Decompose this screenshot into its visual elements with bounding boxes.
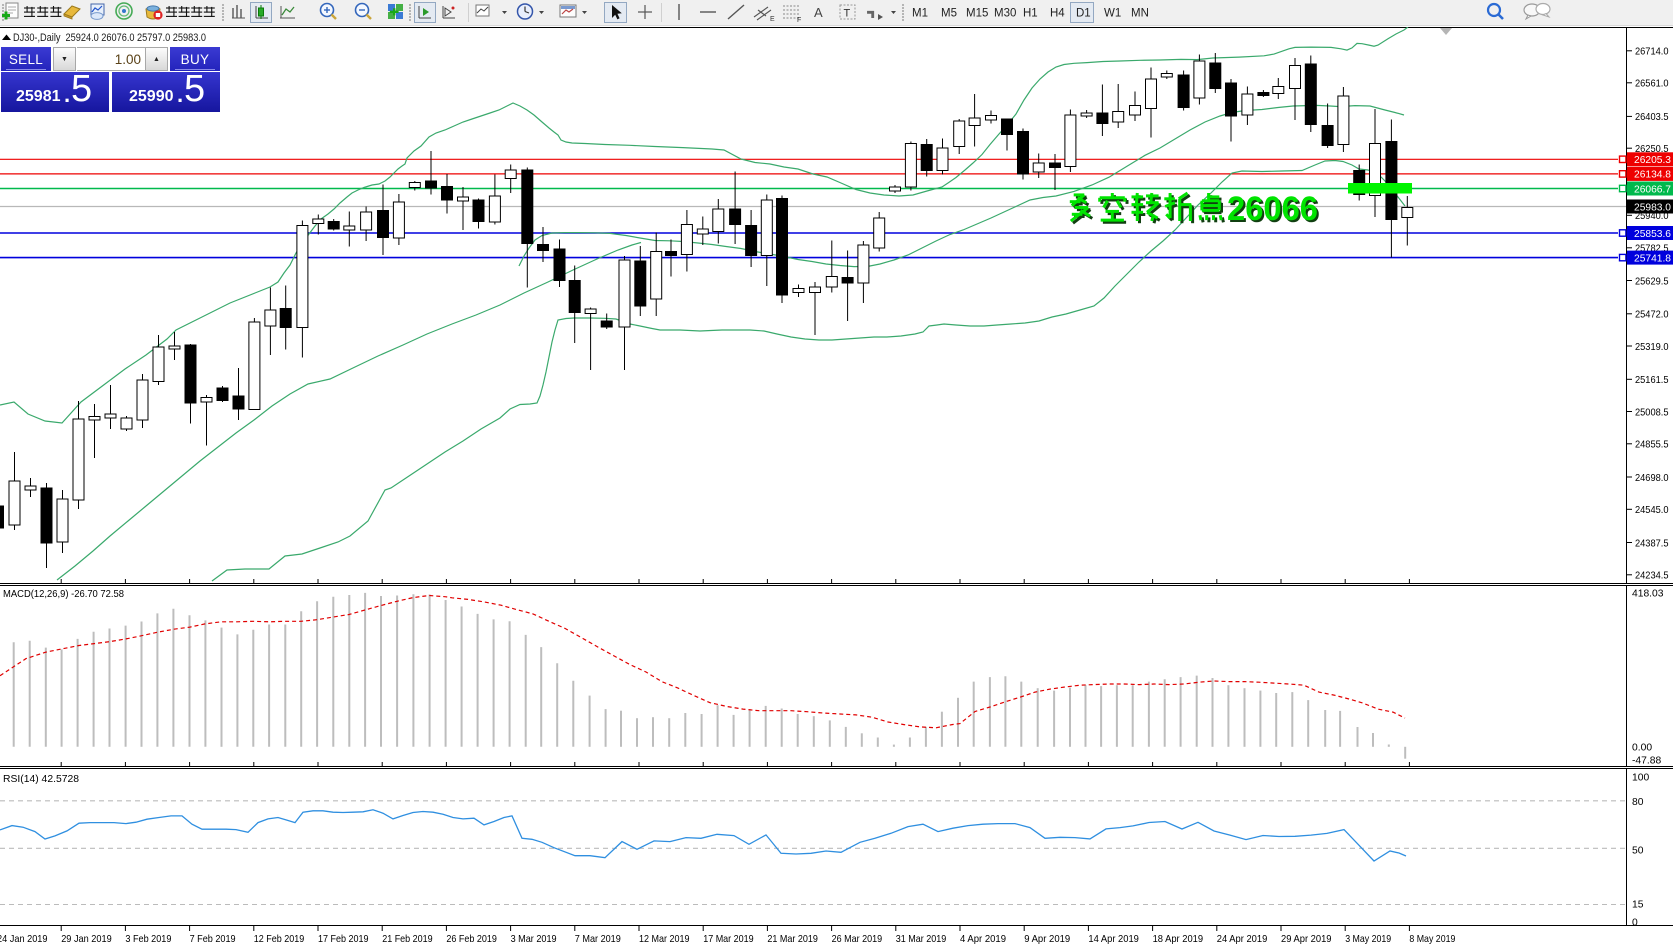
- svg-text:W1: W1: [1104, 8, 1121, 20]
- svg-text:17 Mar 2019: 17 Mar 2019: [703, 934, 754, 945]
- svg-text:8 May 2019: 8 May 2019: [1409, 934, 1455, 945]
- svg-text:14 Apr 2019: 14 Apr 2019: [1088, 934, 1139, 945]
- svg-text:25008.5: 25008.5: [1635, 407, 1669, 418]
- svg-text:25629.5: 25629.5: [1635, 276, 1669, 287]
- svg-text:0: 0: [1632, 918, 1638, 929]
- svg-text:M30: M30: [994, 8, 1016, 20]
- svg-text:26403.5: 26403.5: [1635, 112, 1669, 123]
- svg-text:26250.5: 26250.5: [1635, 144, 1669, 155]
- svg-text:80: 80: [1632, 797, 1644, 808]
- svg-text:21 Mar 2019: 21 Mar 2019: [767, 934, 818, 945]
- svg-text:25161.5: 25161.5: [1635, 375, 1669, 386]
- svg-text:3 Mar 2019: 3 Mar 2019: [511, 934, 557, 945]
- svg-text:H1: H1: [1023, 8, 1038, 20]
- svg-text:26066.7: 26066.7: [1634, 184, 1671, 195]
- svg-text:12 Feb 2019: 12 Feb 2019: [254, 934, 305, 945]
- svg-text:25782.5: 25782.5: [1635, 244, 1669, 255]
- svg-text:50: 50: [1632, 845, 1644, 856]
- svg-text:26561.0: 26561.0: [1635, 79, 1669, 90]
- svg-text:31 Mar 2019: 31 Mar 2019: [896, 934, 947, 945]
- svg-text:18 Apr 2019: 18 Apr 2019: [1153, 934, 1204, 945]
- svg-text:T: T: [844, 8, 851, 20]
- svg-text:M5: M5: [941, 8, 957, 20]
- svg-text:17 Feb 2019: 17 Feb 2019: [318, 934, 369, 945]
- svg-text:RSI(14) 42.5728: RSI(14) 42.5728: [3, 774, 79, 785]
- svg-text:25472.0: 25472.0: [1635, 310, 1669, 321]
- svg-text:M15: M15: [966, 8, 988, 20]
- svg-text:25983.0: 25983.0: [1634, 202, 1671, 213]
- svg-text:MACD(12,26,9) -26.70 72.58: MACD(12,26,9) -26.70 72.58: [3, 589, 124, 600]
- svg-text:E: E: [770, 16, 775, 23]
- svg-text:29 Apr 2019: 29 Apr 2019: [1281, 934, 1332, 945]
- svg-text:24545.0: 24545.0: [1635, 505, 1669, 516]
- svg-text:26 Mar 2019: 26 Mar 2019: [832, 934, 883, 945]
- svg-text:F: F: [797, 17, 801, 24]
- svg-text:24234.5: 24234.5: [1635, 571, 1669, 582]
- svg-text:21 Feb 2019: 21 Feb 2019: [382, 934, 433, 945]
- svg-text:MN: MN: [1131, 8, 1149, 20]
- svg-text:418.03: 418.03: [1632, 589, 1664, 600]
- svg-text:H4: H4: [1050, 8, 1065, 20]
- svg-text:26714.0: 26714.0: [1635, 47, 1669, 58]
- svg-text:A: A: [814, 5, 823, 20]
- svg-text:-47.88: -47.88: [1632, 756, 1661, 767]
- svg-text:M1: M1: [912, 8, 928, 20]
- svg-text:26066: 26066: [1229, 192, 1320, 230]
- svg-text:25319.0: 25319.0: [1635, 342, 1669, 353]
- svg-text:3 Feb 2019: 3 Feb 2019: [125, 934, 171, 945]
- svg-text:0.00: 0.00: [1632, 743, 1652, 754]
- svg-text:29 Jan 2019: 29 Jan 2019: [61, 934, 112, 945]
- svg-text:25853.6: 25853.6: [1634, 229, 1671, 240]
- svg-text:26205.3: 26205.3: [1634, 155, 1671, 166]
- svg-text:24855.5: 24855.5: [1635, 440, 1669, 451]
- svg-text:15: 15: [1632, 900, 1644, 911]
- svg-text:25940.0: 25940.0: [1635, 211, 1669, 222]
- svg-text:4 Apr 2019: 4 Apr 2019: [960, 934, 1006, 945]
- svg-text:26066: 26066: [1227, 190, 1318, 228]
- svg-text:DJ30-,Daily 25924.0 26076.0 2: DJ30-,Daily 25924.0 26076.0 25797.0 2598…: [13, 32, 206, 44]
- svg-text:26134.8: 26134.8: [1634, 170, 1671, 181]
- svg-text:3 May 2019: 3 May 2019: [1345, 934, 1391, 945]
- svg-text:D1: D1: [1076, 8, 1091, 20]
- svg-text:26 Feb 2019: 26 Feb 2019: [446, 934, 497, 945]
- svg-text:24 Jan 2019: 24 Jan 2019: [0, 934, 48, 945]
- svg-text:7 Mar 2019: 7 Mar 2019: [575, 934, 621, 945]
- svg-text:9 Apr 2019: 9 Apr 2019: [1024, 934, 1070, 945]
- svg-text:24 Apr 2019: 24 Apr 2019: [1217, 934, 1268, 945]
- svg-text:24698.0: 24698.0: [1635, 473, 1669, 484]
- svg-text:12 Mar 2019: 12 Mar 2019: [639, 934, 690, 945]
- svg-text:24387.5: 24387.5: [1635, 538, 1669, 549]
- svg-text:100: 100: [1632, 773, 1649, 784]
- svg-text:25741.8: 25741.8: [1634, 253, 1671, 264]
- svg-text:7 Feb 2019: 7 Feb 2019: [190, 934, 236, 945]
